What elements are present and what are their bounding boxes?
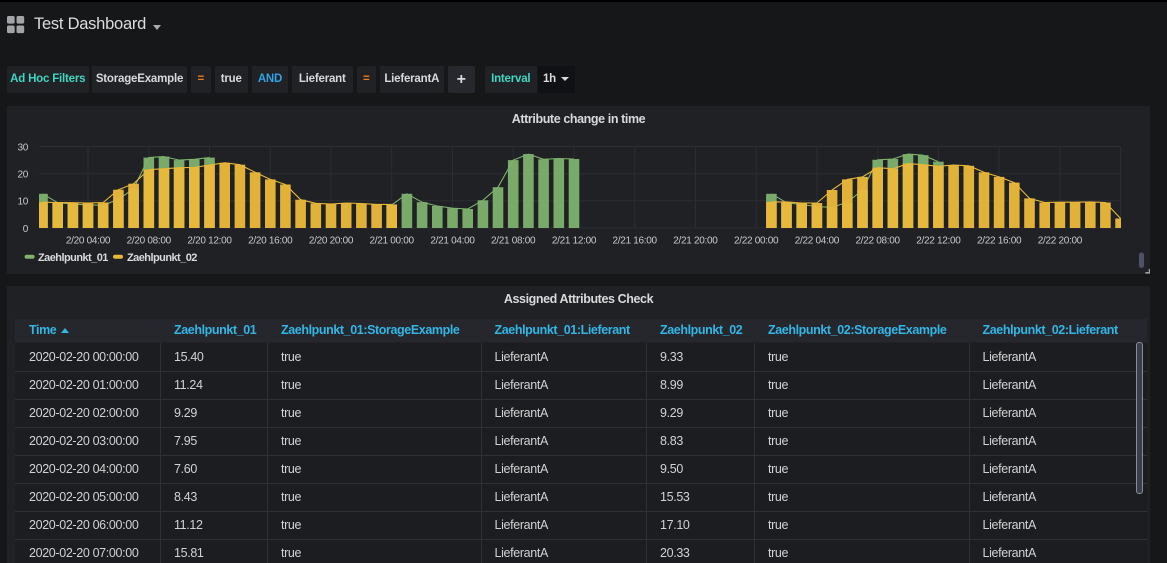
svg-text:2/21 20:00: 2/21 20:00 <box>673 236 718 247</box>
svg-text:2/21 00:00: 2/21 00:00 <box>370 236 415 247</box>
svg-text:2/22 08:00: 2/22 08:00 <box>856 236 901 247</box>
svg-text:2/22 16:00: 2/22 16:00 <box>977 236 1022 247</box>
svg-text:2/21 04:00: 2/21 04:00 <box>430 236 475 247</box>
svg-text:20: 20 <box>17 170 28 181</box>
svg-text:2/20 12:00: 2/20 12:00 <box>187 236 232 247</box>
svg-text:2/20 20:00: 2/20 20:00 <box>309 236 354 247</box>
svg-text:2/22 00:00: 2/22 00:00 <box>734 236 779 247</box>
svg-text:2/20 16:00: 2/20 16:00 <box>248 236 293 247</box>
svg-text:2/22 20:00: 2/22 20:00 <box>1038 236 1083 247</box>
svg-text:2/22 12:00: 2/22 12:00 <box>916 236 961 247</box>
svg-text:2/21 08:00: 2/21 08:00 <box>491 236 536 247</box>
svg-text:10: 10 <box>17 197 28 208</box>
svg-text:30: 30 <box>17 142 28 153</box>
svg-text:2/22 04:00: 2/22 04:00 <box>795 236 840 247</box>
svg-text:2/21 12:00: 2/21 12:00 <box>552 236 597 247</box>
svg-text:2/20 08:00: 2/20 08:00 <box>127 236 172 247</box>
svg-text:0: 0 <box>23 224 29 235</box>
svg-text:2/20 04:00: 2/20 04:00 <box>66 236 111 247</box>
svg-text:2/21 16:00: 2/21 16:00 <box>613 236 658 247</box>
